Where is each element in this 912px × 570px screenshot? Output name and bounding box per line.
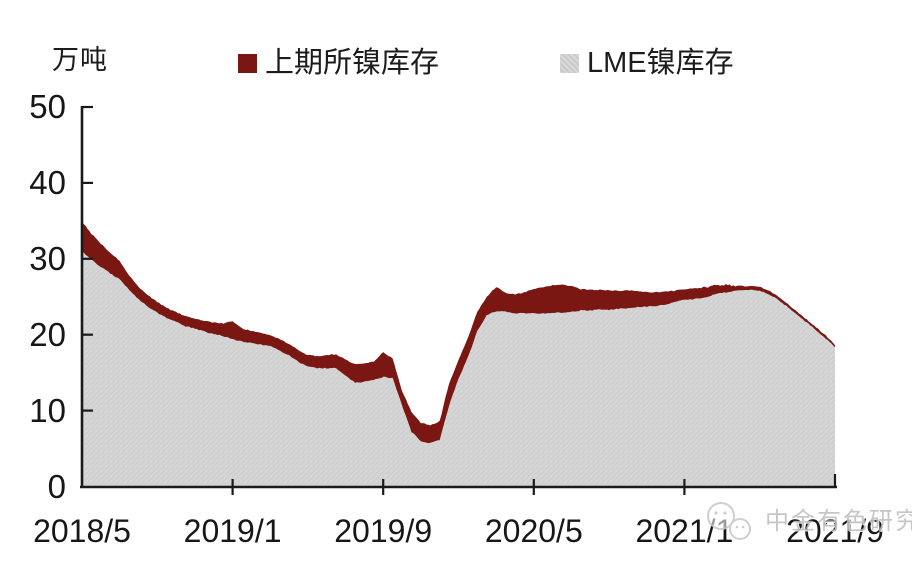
- legend-label-lme: LME镍库存: [587, 47, 734, 79]
- y-axis-tick-label: 50: [29, 88, 66, 125]
- x-axis-tick-label: 2019/9: [334, 513, 433, 549]
- y-axis-tick-label: 10: [29, 391, 66, 429]
- y-axis-tick-label: 40: [29, 163, 66, 201]
- y-axis-tick-label: 0: [47, 467, 66, 505]
- x-axis-tick-label: 2019/1: [183, 513, 282, 549]
- legend-item-lme: LME镍库存: [560, 48, 734, 78]
- x-axis-tick-label: 2018/5: [33, 513, 131, 549]
- x-axis-tick-label: 2021/1: [635, 513, 734, 549]
- lme-area-series: [82, 251, 835, 487]
- x-axis-tick-label: 2021/9: [786, 513, 884, 549]
- shfe-area-series: [82, 221, 835, 444]
- x-axis-tick-label: 2020/5: [484, 513, 583, 549]
- y-axis-unit-label: 万吨: [52, 45, 108, 75]
- axes: [80, 105, 837, 495]
- lme-legend-swatch-icon: [560, 53, 579, 73]
- y-axis-tick-label: 30: [29, 239, 66, 277]
- shfe-legend-swatch-icon: [238, 53, 257, 73]
- y-axis-tick-label: 20: [29, 315, 66, 353]
- legend-item-shfe: 上期所镍库存: [238, 48, 439, 78]
- legend-label-shfe: 上期所镍库存: [265, 47, 440, 79]
